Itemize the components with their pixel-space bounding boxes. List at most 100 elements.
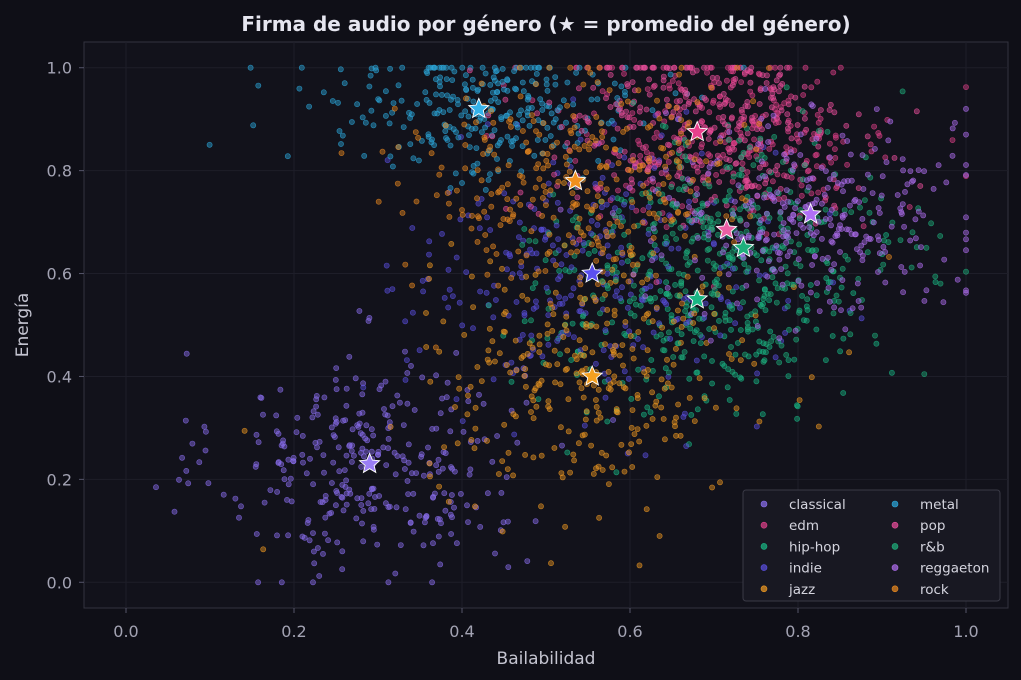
data-point-r&b: [857, 205, 862, 210]
data-point-pop: [767, 169, 772, 174]
data-point-classical: [322, 395, 327, 400]
data-point-jazz: [578, 295, 583, 300]
data-point-r&b: [757, 278, 762, 283]
data-point-classical: [359, 502, 364, 507]
data-point-reggaeton: [822, 192, 827, 197]
data-point-metal: [388, 154, 393, 159]
data-point-jazz: [568, 470, 573, 475]
data-point-r&b: [840, 266, 845, 271]
data-point-reggaeton: [749, 205, 754, 210]
legend-label-jazz: jazz: [788, 582, 815, 598]
data-point-reggaeton: [905, 182, 910, 187]
data-point-classical: [411, 491, 416, 496]
data-point-hip-hop: [687, 376, 692, 381]
data-point-reggaeton: [880, 174, 885, 179]
data-point-rock: [548, 301, 553, 306]
data-point-edm: [767, 146, 772, 151]
data-point-rock: [629, 245, 634, 250]
data-point-rock: [460, 212, 465, 217]
data-point-classical: [385, 413, 390, 418]
y-tick-label: 0.4: [47, 367, 72, 386]
data-point-classical: [314, 445, 319, 450]
data-point-rock: [595, 282, 600, 287]
data-point-hip-hop: [738, 375, 743, 380]
data-point-hip-hop: [760, 412, 765, 417]
data-point-reggaeton: [843, 327, 848, 332]
data-point-metal: [383, 89, 388, 94]
data-point-metal: [443, 129, 448, 134]
data-point-pop: [745, 99, 750, 104]
data-point-classical: [355, 496, 360, 501]
data-point-reggaeton: [732, 199, 737, 204]
data-point-hip-hop: [683, 309, 688, 314]
data-point-rock: [600, 250, 605, 255]
data-point-metal: [462, 82, 467, 87]
data-point-edm: [641, 208, 646, 213]
data-point-indie: [619, 285, 624, 290]
data-point-reggaeton: [814, 136, 819, 141]
legend-label-metal: metal: [920, 497, 959, 513]
data-point-metal: [571, 102, 576, 107]
data-point-classical: [315, 545, 320, 550]
y-axis-label: Energía: [13, 293, 33, 358]
data-point-rock: [529, 113, 534, 118]
data-point-classical: [384, 463, 389, 468]
data-point-rock: [481, 151, 486, 156]
data-point-indie: [580, 248, 585, 253]
data-point-rock: [718, 139, 723, 144]
data-point-pop: [778, 65, 783, 70]
data-point-pop: [641, 145, 646, 150]
data-point-indie: [577, 309, 582, 314]
data-point-jazz: [513, 414, 518, 419]
data-point-indie: [534, 304, 539, 309]
data-point-indie: [622, 155, 627, 160]
data-point-rock: [677, 72, 682, 77]
data-point-jazz: [581, 395, 586, 400]
data-point-r&b: [677, 294, 682, 299]
data-point-rock: [589, 242, 594, 247]
data-point-indie: [502, 191, 507, 196]
data-point-hip-hop: [645, 405, 650, 410]
data-point-classical: [425, 445, 430, 450]
data-point-classical: [377, 493, 382, 498]
data-point-rock: [593, 138, 598, 143]
data-point-indie: [757, 273, 762, 278]
data-point-indie: [446, 267, 451, 272]
data-point-classical: [329, 480, 334, 485]
data-point-r&b: [909, 265, 914, 270]
data-point-jazz: [465, 393, 470, 398]
data-point-rock: [679, 65, 684, 70]
data-point-rock: [516, 249, 521, 254]
data-point-edm: [832, 147, 837, 152]
data-point-indie: [551, 160, 556, 165]
data-point-rock: [484, 248, 489, 253]
data-point-metal: [383, 113, 388, 118]
data-point-indie: [520, 332, 525, 337]
data-point-rock: [670, 217, 675, 222]
data-point-edm: [739, 80, 744, 85]
x-tick-label: 1.0: [953, 622, 978, 641]
data-point-rock: [595, 80, 600, 85]
data-point-rock: [615, 219, 620, 224]
data-point-jazz: [577, 338, 582, 343]
data-point-edm: [829, 160, 834, 165]
data-point-indie: [604, 202, 609, 207]
data-point-r&b: [670, 231, 675, 236]
data-point-reggaeton: [922, 169, 927, 174]
data-point-classical: [359, 464, 364, 469]
data-point-hip-hop: [533, 281, 538, 286]
data-point-reggaeton: [695, 192, 700, 197]
data-point-indie: [564, 252, 569, 257]
data-point-r&b: [742, 352, 747, 357]
data-point-edm: [699, 142, 704, 147]
data-point-rock: [469, 213, 474, 218]
data-point-jazz: [427, 474, 432, 479]
data-point-classical: [611, 417, 616, 422]
data-point-jazz: [427, 263, 432, 268]
data-point-rock: [479, 178, 484, 183]
data-point-reggaeton: [849, 178, 854, 183]
data-point-hip-hop: [841, 336, 846, 341]
data-point-jazz: [558, 382, 563, 387]
data-point-rock: [630, 200, 635, 205]
data-point-pop: [747, 69, 752, 74]
